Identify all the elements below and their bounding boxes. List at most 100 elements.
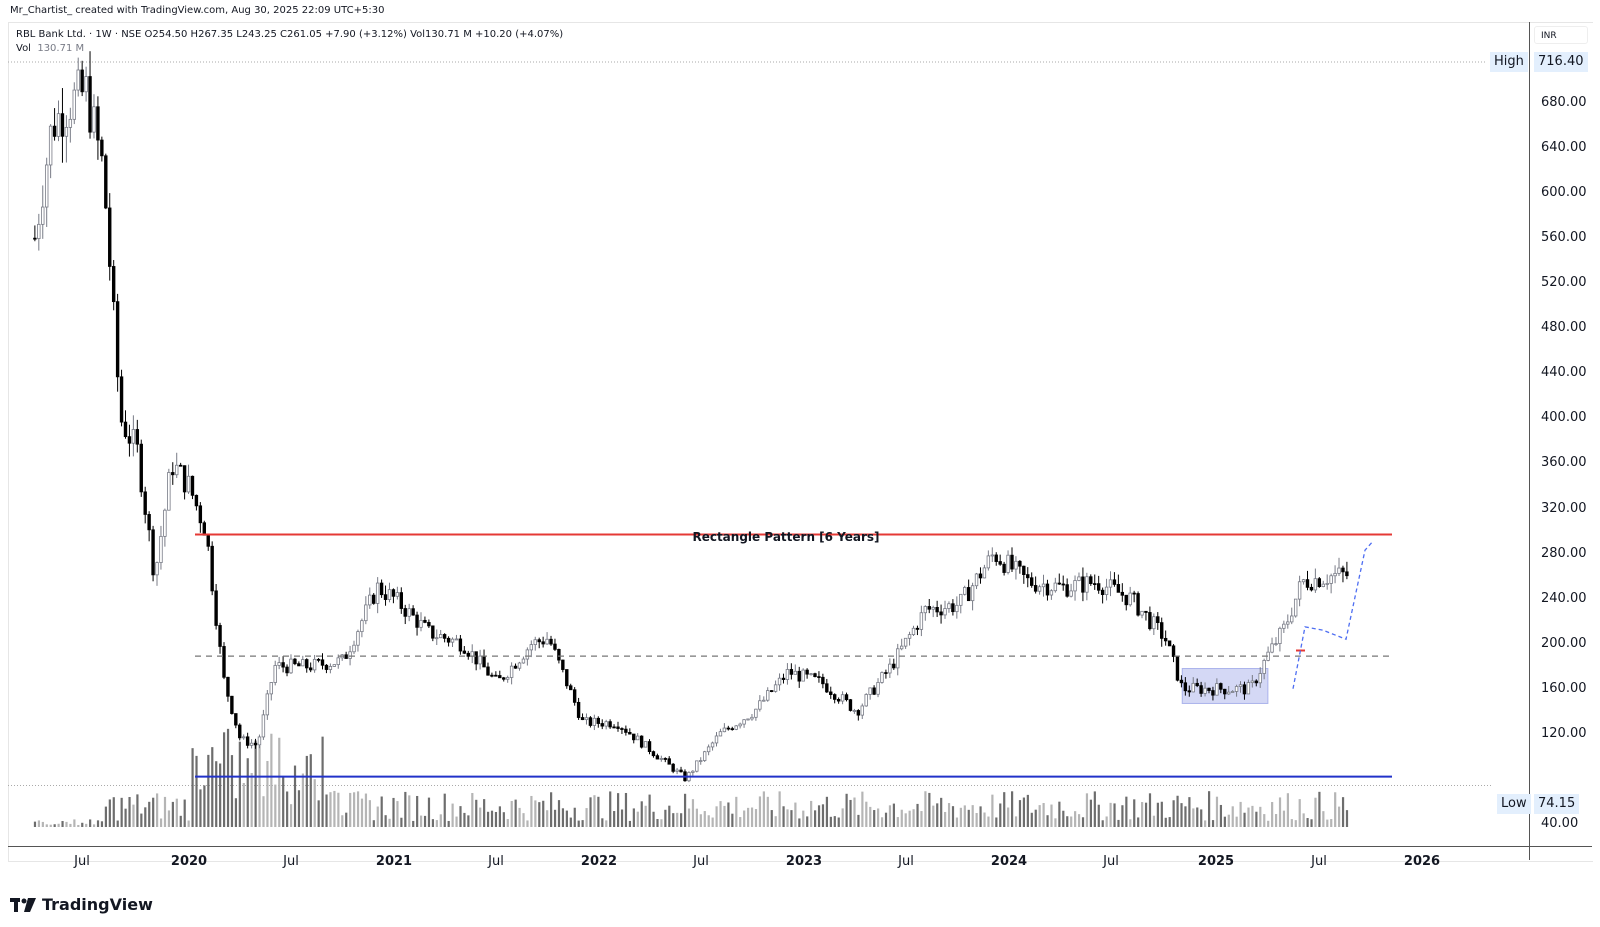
candle-body — [52, 125, 57, 137]
volume-bar — [230, 755, 234, 827]
volume-bar — [829, 816, 832, 827]
candle-body — [675, 769, 679, 772]
volume-bar — [427, 797, 431, 827]
volume-value: 130.71 M — [37, 43, 85, 54]
volume-bar — [305, 755, 308, 827]
volume-bar — [884, 812, 888, 827]
candle-body — [474, 651, 478, 665]
candle-body — [1293, 598, 1298, 617]
currency-button[interactable]: INR — [1534, 26, 1588, 44]
candle-body — [1148, 612, 1152, 630]
volume-bar — [431, 819, 435, 827]
candle-body — [505, 677, 510, 680]
candle-body — [186, 475, 191, 493]
candle-body — [261, 714, 266, 738]
chart-frame — [8, 22, 1593, 862]
candle-body — [285, 666, 289, 674]
volume-bar — [794, 802, 797, 827]
volume-bar — [152, 797, 155, 827]
volume-bar — [222, 732, 226, 827]
volume-bar — [1192, 808, 1195, 827]
candle-body — [1215, 683, 1219, 696]
volume-bar — [676, 812, 679, 827]
volume-bar — [1007, 807, 1010, 827]
volume-bar — [297, 790, 301, 827]
volume-bar — [1113, 803, 1116, 827]
candle-body — [773, 684, 778, 692]
volume-bar — [754, 809, 758, 827]
volume-bar — [1054, 818, 1057, 827]
volume-bar — [920, 811, 923, 827]
symbol-ohlc-legend[interactable]: RBL Bank Ltd. · 1W · NSE O254.50 H267.35… — [16, 29, 564, 40]
volume-bar — [92, 824, 96, 827]
candle-body — [37, 223, 41, 240]
tradingview-logo[interactable]: TradingView — [10, 895, 153, 914]
volume-bar — [841, 808, 844, 827]
volume-bar — [1109, 802, 1112, 827]
volume-bar — [486, 811, 490, 827]
candle-body — [1167, 640, 1172, 647]
price-tick: 480.00 — [1541, 320, 1587, 336]
time-tick: 2023 — [785, 854, 823, 869]
candle-body — [1290, 615, 1294, 623]
volume-bar — [100, 821, 104, 827]
candle-body — [1345, 571, 1349, 577]
volume-bar — [1345, 810, 1349, 827]
candle-body — [1313, 578, 1318, 591]
candle-body — [1033, 585, 1038, 592]
volume-bar — [802, 810, 805, 827]
candle-body — [876, 682, 880, 695]
projection-path[interactable] — [1292, 541, 1373, 689]
volume-bar — [242, 782, 245, 827]
volume-bar — [888, 805, 892, 827]
volume-bar — [57, 823, 60, 827]
time-tick: Jul — [488, 854, 504, 869]
candle-body — [702, 751, 707, 761]
volume-bar — [979, 806, 982, 827]
volume-bar — [849, 799, 852, 827]
volume-legend[interactable]: Vol 130.71 M — [16, 42, 563, 56]
volume-bar — [1081, 817, 1085, 827]
volume-bar — [183, 799, 186, 827]
candle-body — [245, 736, 250, 746]
volume-bar — [522, 813, 525, 827]
volume-bar — [112, 797, 115, 827]
volume-bar — [518, 807, 521, 827]
candle-body — [557, 648, 561, 661]
volume-bar — [1330, 819, 1333, 827]
candle-body — [923, 606, 928, 614]
volume-bar — [652, 811, 655, 827]
volume-bar — [1282, 810, 1286, 827]
candle-body — [600, 723, 604, 727]
candle-body — [466, 652, 470, 657]
volume-bar — [471, 793, 474, 827]
volume-bar — [1070, 816, 1073, 827]
candle-body — [955, 604, 959, 613]
candle-body — [60, 113, 65, 137]
volume-bar — [613, 811, 616, 827]
candle-body — [407, 608, 411, 617]
volume-bar — [1211, 820, 1215, 827]
candle-body — [1219, 683, 1223, 690]
candle-body — [336, 657, 340, 666]
volume-bar — [644, 805, 647, 827]
volume-bar — [1278, 797, 1282, 827]
candle-body — [1085, 576, 1089, 593]
volume-bar — [1184, 806, 1187, 827]
volume-bar — [778, 791, 781, 827]
volume-bar — [329, 792, 332, 827]
volume-bar — [747, 807, 750, 827]
volume-bar — [999, 803, 1002, 827]
candle-body — [1274, 643, 1278, 645]
volume-bar — [463, 812, 466, 827]
candle-body — [151, 529, 155, 576]
candle-body — [840, 694, 845, 702]
volume-bar — [219, 763, 222, 827]
volume-bar — [770, 810, 773, 827]
candle-body — [1321, 583, 1325, 587]
candle-body — [734, 725, 738, 730]
rectangle-pattern-label[interactable]: Rectangle Pattern [6 Years] — [692, 530, 880, 544]
price-tick: 320.00 — [1541, 500, 1587, 516]
candle-body — [1191, 682, 1195, 693]
